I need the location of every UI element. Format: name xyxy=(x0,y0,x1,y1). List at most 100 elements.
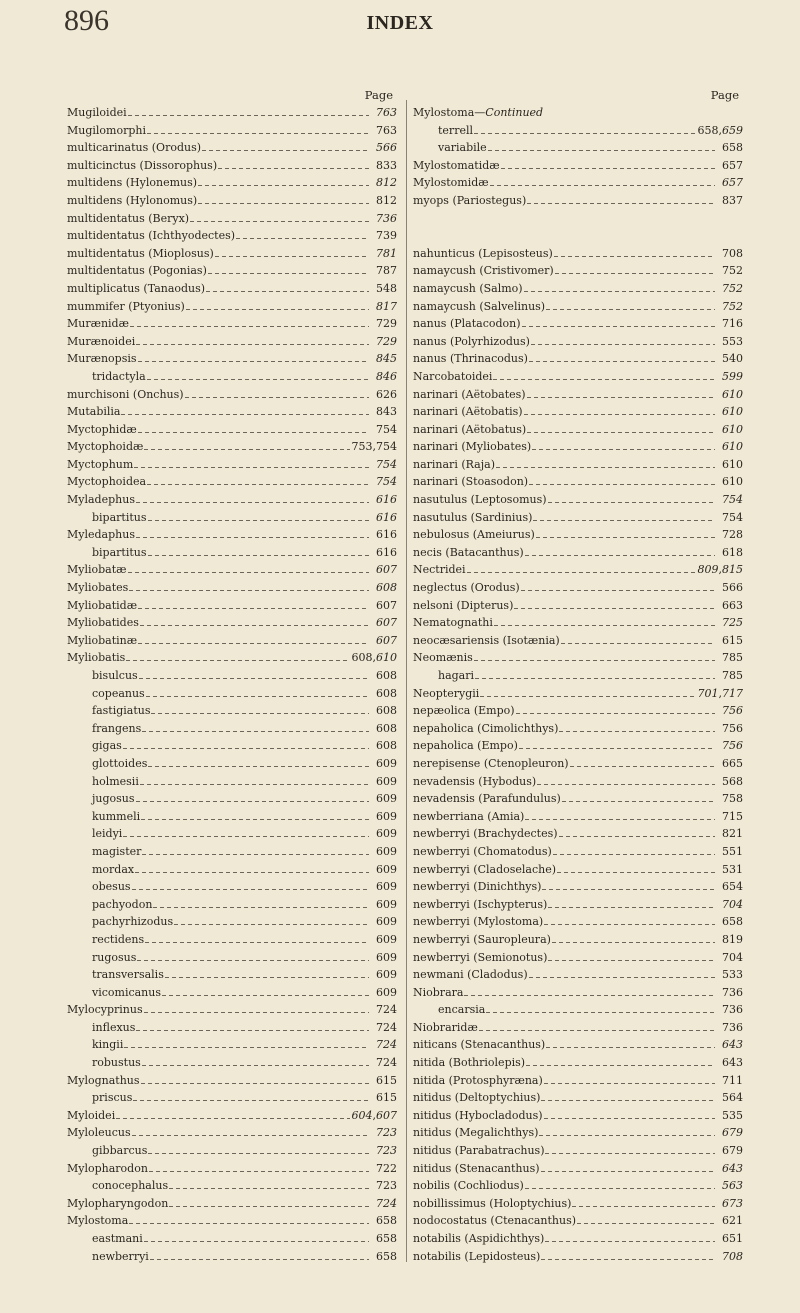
dot-leader xyxy=(554,266,715,275)
index-entry: narinari (Aëtobatus) 610 xyxy=(413,421,743,439)
page-reference: 722 xyxy=(376,1161,397,1175)
dot-leader xyxy=(122,741,369,750)
entry-label: multidens (Hylonemus) xyxy=(67,176,198,190)
entry-pages: 756 xyxy=(717,737,743,755)
index-subentry: pachyodon 609 xyxy=(67,896,397,914)
entry-label: newberryi (Dinichthys) xyxy=(413,880,542,894)
index-entry: Neomænis 785 xyxy=(413,649,743,667)
entry-pages: 533 xyxy=(717,966,743,984)
index-entry: newberryi (Mylostoma) 658 xyxy=(413,913,743,931)
entry-label: newberryi (Semionotus) xyxy=(413,950,548,964)
entry-label: mordax xyxy=(92,862,135,876)
index-subentry: obesus 609 xyxy=(67,878,397,896)
entry-pages: 781 xyxy=(371,245,397,263)
entry-pages: 564 xyxy=(717,1089,743,1107)
entry-label: Myctophoidæ xyxy=(67,440,144,454)
continued-heading: Mylostoma— Continued xyxy=(413,104,743,122)
entry-pages: 754 xyxy=(371,473,397,491)
dot-leader xyxy=(537,776,715,785)
dot-leader xyxy=(489,178,715,187)
index-subentry: leidyi 609 xyxy=(67,825,397,843)
entry-pages: 754 xyxy=(717,509,743,527)
dot-leader xyxy=(126,653,350,662)
dot-leader xyxy=(206,283,369,292)
entry-label: newberryi (Cladoselache) xyxy=(413,862,557,876)
entry-pages: 599 xyxy=(717,368,743,386)
dot-leader xyxy=(184,389,369,398)
dot-leader xyxy=(142,846,369,855)
dot-leader xyxy=(136,1022,369,1031)
entry-label: Myctophidæ xyxy=(67,422,137,436)
entry-label: nevadensis (Hybodus) xyxy=(413,774,537,788)
entry-pages: 658 xyxy=(371,1230,397,1248)
dot-leader xyxy=(548,899,715,908)
page-reference: 756 xyxy=(722,721,743,735)
entry-label: multidentatus (Beryx) xyxy=(67,211,190,225)
page-reference: 736 xyxy=(722,1020,743,1034)
entry-pages: 679 xyxy=(717,1142,743,1160)
entry-label: Nematognathi xyxy=(413,616,493,630)
entry-label: nepaholica (Empo) xyxy=(413,739,518,753)
page-reference: 711 xyxy=(722,1073,743,1087)
page-reference: 609 xyxy=(376,897,397,911)
entry-pages: 658 xyxy=(717,139,743,157)
entry-label: Myloidei xyxy=(67,1108,116,1122)
dot-leader xyxy=(140,1075,369,1084)
entry-pages: 553 xyxy=(717,333,743,351)
index-entry: nevadensis (Parafundulus) 758 xyxy=(413,790,743,808)
dot-leader xyxy=(559,723,715,732)
entry-label: jugosus xyxy=(92,792,135,806)
page-reference: 819 xyxy=(722,932,743,946)
entry-label: nobilis (Cochliodus) xyxy=(413,1179,524,1193)
index-subentry: bipartitus 616 xyxy=(67,509,397,527)
dot-leader xyxy=(528,970,715,979)
entry-label: Myliobatis xyxy=(67,651,126,665)
index-subentry: transversalis 609 xyxy=(67,966,397,984)
entry-label: bipartitus xyxy=(92,510,147,524)
page-reference: 658 xyxy=(376,1232,397,1245)
page-reference: 812 xyxy=(376,193,397,207)
entry-pages: 609 xyxy=(371,949,397,967)
dot-leader xyxy=(236,231,369,240)
page-reference: 846 xyxy=(376,369,397,383)
entry-label: nitidus (Stenacanthus) xyxy=(413,1161,540,1175)
entry-label: nanus (Platacodon) xyxy=(413,317,521,331)
entry-label: Narcobatoidei xyxy=(413,369,493,383)
index-entry: niticans (Stenacanthus) 643 xyxy=(413,1036,743,1054)
page-reference: 708 xyxy=(722,1249,743,1263)
dot-leader xyxy=(546,301,715,310)
page-reference: 754 xyxy=(376,457,397,471)
index-entry: nobilis (Cochliodus) 563 xyxy=(413,1177,743,1195)
entry-pages: 608,610 xyxy=(352,649,398,667)
entry-label: bisulcus xyxy=(92,669,138,682)
page-reference: 724 xyxy=(376,1056,397,1070)
page-reference: 608 xyxy=(376,686,397,700)
entry-pages: 753,754 xyxy=(352,438,398,456)
page-reference: 551 xyxy=(722,844,743,858)
index-entry: Myliobates 608 xyxy=(67,579,397,597)
index-entry: nebulosus (Ameiurus) 728 xyxy=(413,526,743,544)
entry-pages: 725 xyxy=(717,614,743,632)
page-reference: 665 xyxy=(722,756,743,770)
index-entry: newmani (Cladodus) 533 xyxy=(413,966,743,984)
dot-leader xyxy=(198,178,369,187)
dot-leader xyxy=(135,864,369,873)
page-reference: 608 xyxy=(376,581,397,595)
entry-label: nahunticus (Lepisosteus) xyxy=(413,246,553,260)
index-entry: Mylognathus 615 xyxy=(67,1072,397,1090)
index-entry: multidentatus (Mioplosus) 781 xyxy=(67,245,397,263)
index-subentry: bisulcus 608 xyxy=(67,667,397,685)
index-entry: multiplicatus (Tanaodus) 548 xyxy=(67,280,397,298)
index-entry: newberryi (Cladoselache) 531 xyxy=(413,861,743,879)
entry-pages: 658,659 xyxy=(698,122,744,140)
dot-leader xyxy=(123,829,369,838)
entry-label: Nectridei xyxy=(413,563,466,577)
entry-label: Mylostomidæ xyxy=(413,176,489,190)
index-entry: Myliobatæ 607 xyxy=(67,561,397,579)
entry-label: Mylocyprinus xyxy=(67,1003,143,1017)
dot-leader xyxy=(147,477,369,486)
entry-pages: 610 xyxy=(717,403,743,421)
entry-label: myops (Pariostegus) xyxy=(413,193,527,207)
index-subentry: terrell 658,659 xyxy=(413,122,743,140)
page-reference: 752 xyxy=(722,264,743,278)
